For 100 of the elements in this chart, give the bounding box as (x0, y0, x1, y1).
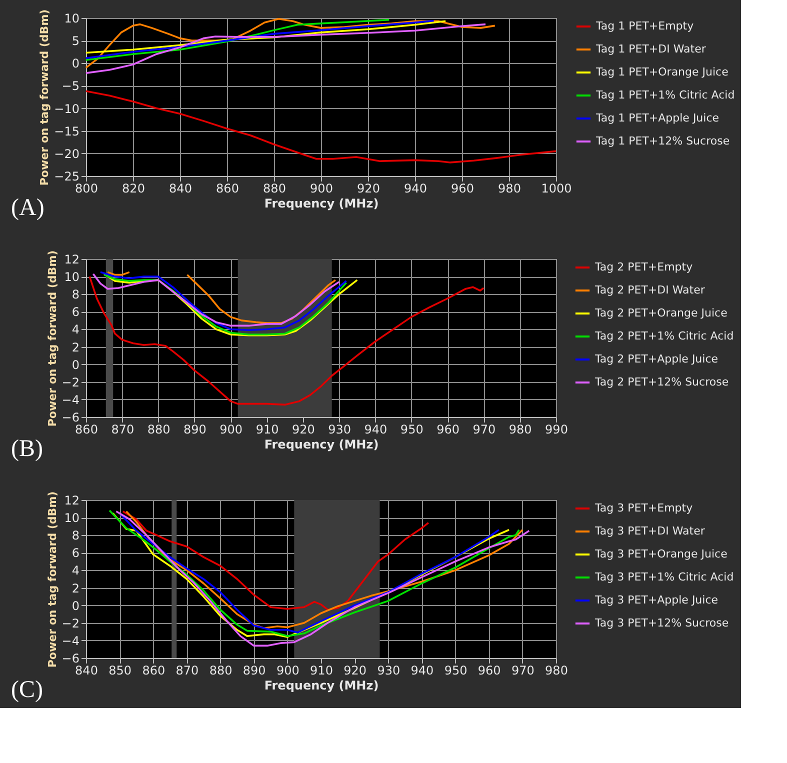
line-series (88, 276, 485, 406)
x-tick-label: 930 (328, 422, 352, 436)
x-tick-label: 860 (75, 422, 98, 436)
legend-label: Tag 2 PET+Apple Juice (594, 352, 718, 366)
y-tick-label: 0 (72, 56, 80, 71)
x-tick-label: 860 (216, 182, 239, 196)
x-tick-label: 980 (508, 422, 532, 436)
line-series (85, 20, 435, 60)
legend-label: Tag 2 PET+12% Sucrose (594, 376, 729, 388)
x-tick-label: 970 (472, 422, 496, 436)
y-tick-label: −6 (62, 652, 80, 666)
x-tick-label: 920 (344, 664, 367, 678)
legend-label: Tag 2 PET+Empty (594, 260, 694, 274)
x-tick-label: 800 (75, 182, 98, 196)
legend-label: Tag 1 PET+Empty (595, 20, 694, 32)
x-tick-label: 880 (147, 422, 170, 436)
y-tick-label: 0 (72, 358, 80, 372)
legend-label: Tag 3 PET+12% Sucrose (594, 616, 729, 630)
y-tick-label: −10 (54, 102, 80, 116)
x-tick-label: 880 (209, 664, 232, 678)
y-tick-label: −6 (62, 410, 80, 424)
legend-label: Tag 3 PET+Orange Juice (594, 548, 728, 560)
y-tick-label: 2 (72, 581, 80, 596)
y-tick-label: −2 (62, 616, 80, 630)
x-tick-label: 940 (364, 422, 388, 436)
x-tick-label: 860 (142, 664, 166, 678)
y-axis-title: Power on tag forward (dBm) (46, 250, 59, 427)
line-series (92, 273, 340, 327)
x-tick-label: 1000 (541, 182, 572, 196)
y-tick-label: 6 (72, 546, 80, 560)
y-tick-label: 8 (72, 528, 80, 543)
y-tick-label: 10 (64, 511, 80, 526)
x-tick-label: 870 (111, 422, 134, 436)
x-tick-label: 970 (511, 664, 534, 678)
x-tick-label: 920 (292, 422, 315, 436)
x-tick-label: 850 (108, 664, 132, 678)
x-tick-label: 950 (444, 664, 468, 678)
y-tick-label: 5 (72, 34, 80, 48)
x-tick-label: 900 (310, 182, 333, 196)
line-series (85, 20, 446, 54)
legend-label: Tag 3 PET+Apple Juice (594, 594, 718, 606)
x-tick-label: 890 (242, 664, 266, 678)
y-tick-label: −5 (62, 79, 80, 94)
y-tick-label: 10 (64, 270, 80, 284)
x-tick-label: 820 (122, 182, 145, 196)
x-tick-label: 980 (498, 182, 521, 196)
legend-label: Tag 1 PET+Apple Juice (595, 112, 720, 124)
y-tick-label: 0 (72, 598, 80, 613)
x-tick-label: 870 (176, 664, 199, 678)
x-tick-label: 940 (410, 664, 434, 678)
y-tick-label: 12 (64, 494, 80, 508)
x-tick-label: 910 (256, 422, 279, 436)
y-tick-label: −4 (62, 634, 80, 648)
x-tick-label: 910 (310, 664, 333, 678)
x-tick-label: 840 (169, 182, 192, 196)
x-tick-label: 920 (357, 182, 380, 196)
y-tick-label: 2 (72, 340, 80, 354)
x-tick-label: 960 (478, 664, 501, 678)
x-tick-label: 880 (263, 182, 286, 196)
legend-label: Tag 2 PET+Orange Juice (594, 306, 728, 320)
line-series (85, 18, 496, 69)
y-tick-label: 4 (72, 322, 80, 337)
y-tick-label: 6 (72, 305, 80, 320)
legend-label: Tag 2 PET+1% Citric Acid (594, 330, 734, 342)
y-tick-label: 10 (64, 12, 80, 26)
x-tick-label: 900 (220, 422, 243, 436)
legend-label: Tag 1 PET+DI Water (595, 42, 706, 56)
x-axis-title: Frequency (MHz) (264, 196, 379, 210)
y-tick-label: 4 (72, 564, 80, 578)
legend-label: Tag 3 PET+1% Citric Acid (594, 570, 734, 584)
text: (B) (11, 436, 43, 462)
y-tick-label: −4 (62, 392, 80, 407)
y-tick-label: 8 (72, 288, 80, 302)
y-tick-label: 12 (64, 252, 80, 266)
y-tick-label: −15 (54, 124, 80, 138)
legend-label: Tag 1 PET+12% Sucrose (595, 134, 730, 148)
x-tick-label: 900 (276, 664, 300, 678)
y-tick-label: −20 (54, 146, 80, 161)
x-tick-label: 960 (436, 422, 460, 436)
text: (C) (11, 677, 43, 703)
x-axis-title: Frequency (MHz) (264, 678, 379, 692)
legend-label: Tag 2 PET+DI Water (594, 284, 706, 296)
line-series (85, 90, 557, 164)
y-tick-label: −25 (54, 170, 80, 184)
text: (A) (11, 195, 44, 221)
x-tick-label: 890 (184, 422, 206, 436)
y-tick-label: −2 (62, 375, 80, 390)
legend-label: Tag 3 PET+Empty (594, 502, 694, 514)
x-tick-label: 940 (404, 182, 427, 196)
x-tick-label: 930 (377, 664, 400, 678)
line-series (122, 510, 430, 611)
x-tick-label: 960 (451, 182, 474, 196)
legend-label: Tag 1 PET+Orange Juice (595, 66, 729, 78)
y-axis-title: Power on tag forward (dBm) (38, 9, 52, 186)
x-tick-label: 840 (75, 664, 98, 678)
y-axis-title: Power on tag forward (dBm) (46, 491, 59, 668)
legend-label: Tag 3 PET+DI Water (594, 524, 706, 538)
line-series (85, 23, 486, 74)
x-axis-title: Frequency (MHz) (264, 438, 379, 452)
x-tick-label: 950 (400, 422, 424, 436)
